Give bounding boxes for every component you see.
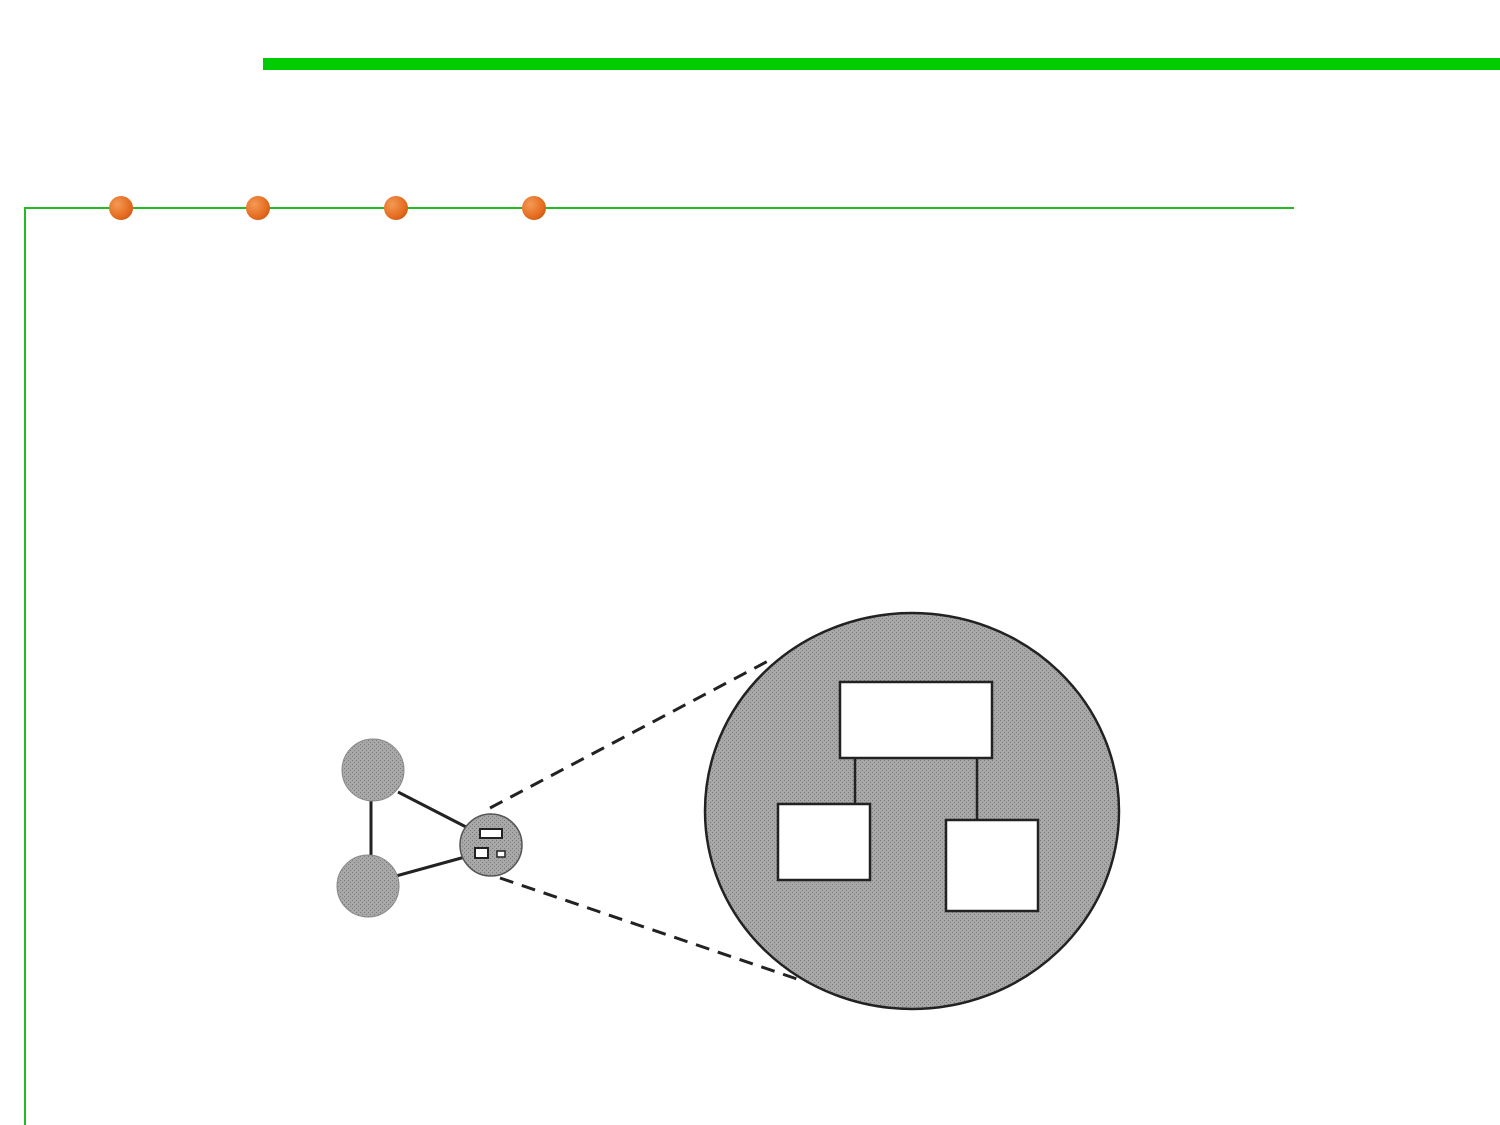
frame-left-line [24,207,26,1125]
title-accent-bar [263,58,1500,70]
node-zoomed [459,813,523,877]
zoom-box-top [838,680,994,760]
bullet-dot-3 [384,196,408,220]
bullet-dot-1 [109,196,133,220]
zoom-connector-top [489,658,771,810]
mini-box-right [496,850,506,858]
frame-top-line [24,207,1294,209]
bullet-dot-4 [522,196,546,220]
edge-top-zoomed [397,790,469,830]
bullet-dot-2 [246,196,270,220]
mini-box-left [474,847,489,859]
node-top-left [341,738,405,802]
zoom-box-bottom-right [944,818,1040,913]
zoom-view-circle [703,611,1121,1011]
mini-box-top [479,828,503,839]
zoom-connector-bottom [499,876,801,982]
edge-bottom-zoomed [395,855,466,878]
node-bottom-left [336,854,400,918]
zoom-box-bottom-left [776,802,872,882]
